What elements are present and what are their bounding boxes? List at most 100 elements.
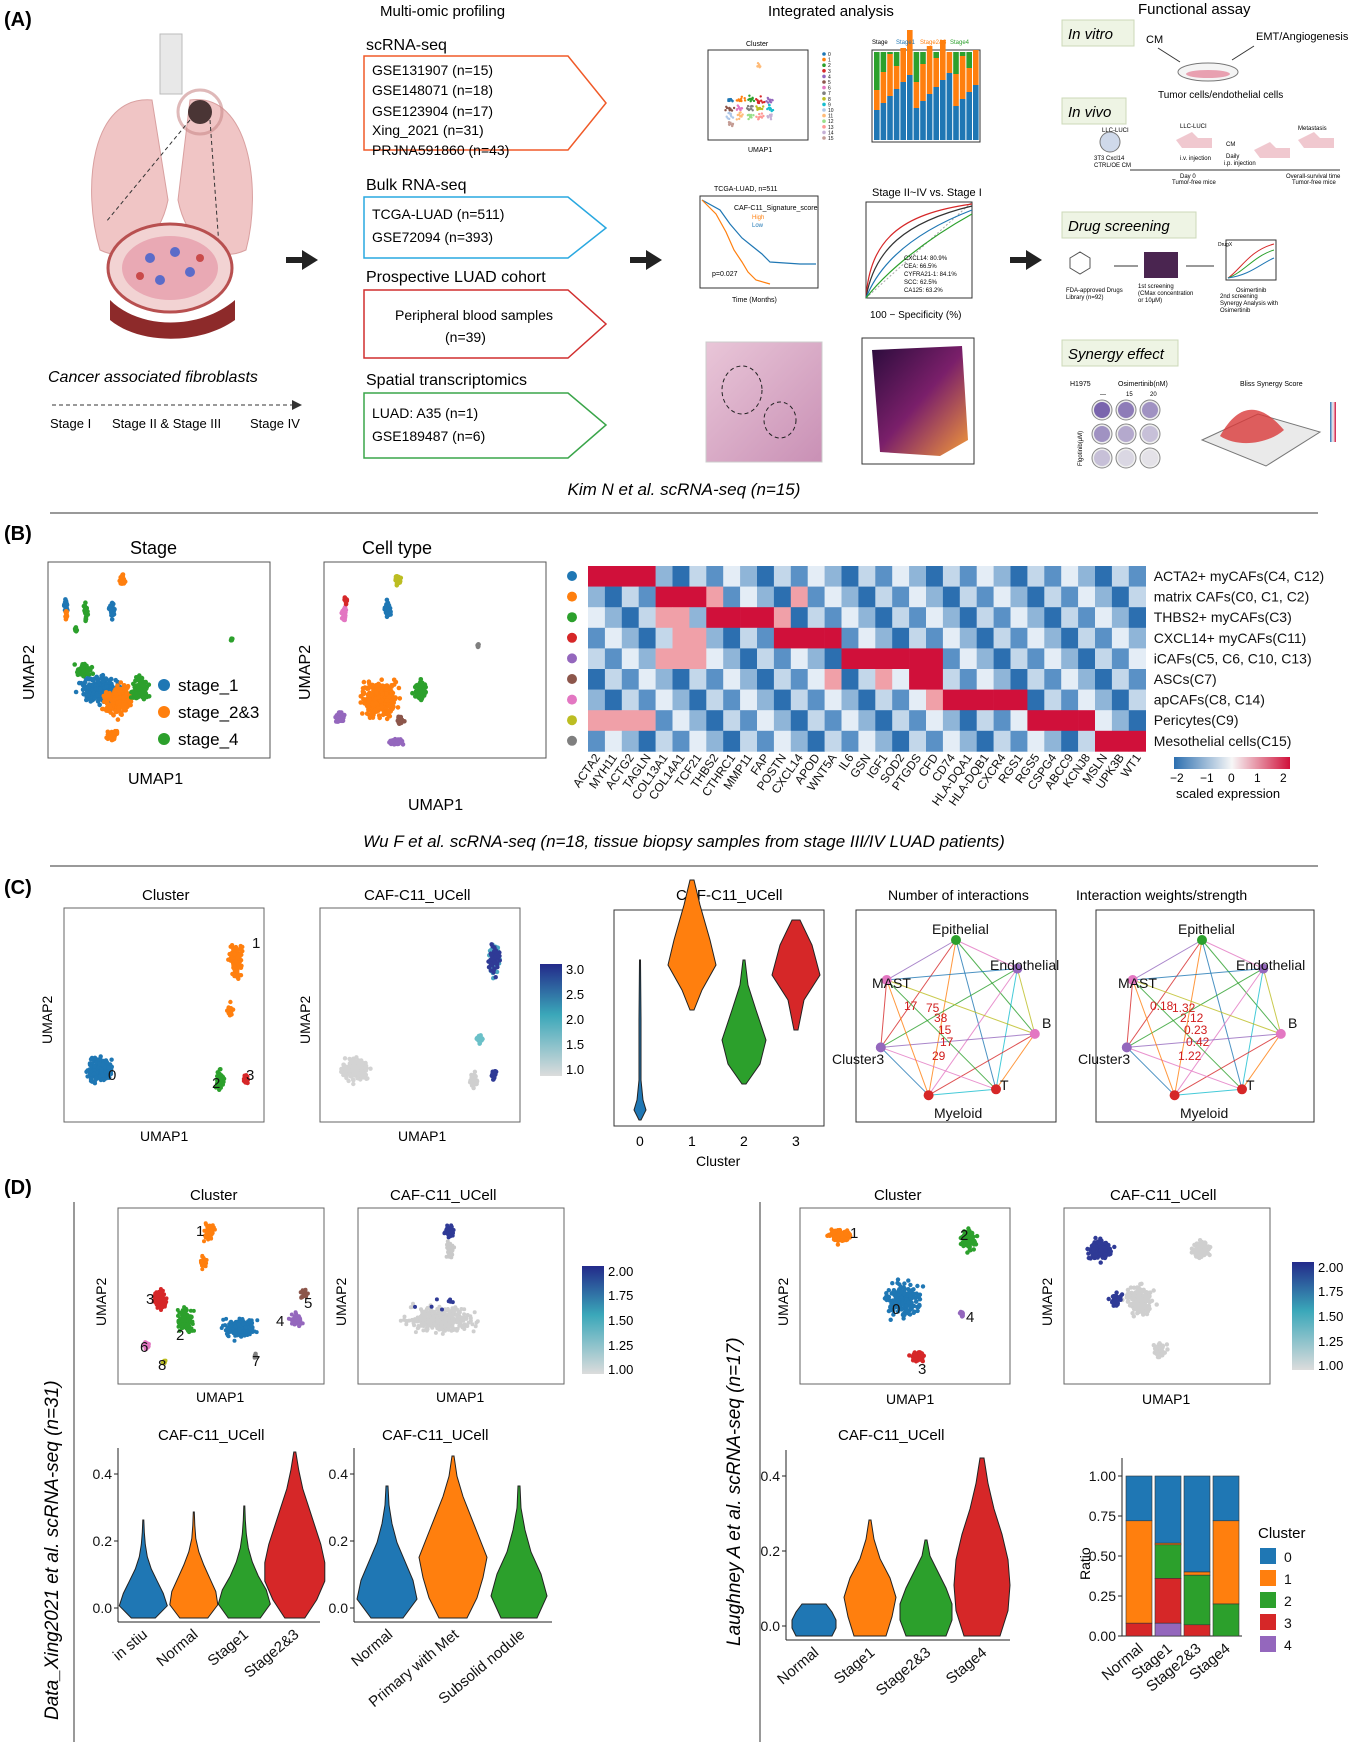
integrated-umap-point — [735, 118, 738, 121]
celltype-point — [397, 696, 403, 701]
d1-ucell-point — [421, 1328, 426, 1333]
d1-ucell-point — [446, 1241, 451, 1246]
heatmap-cell — [757, 566, 775, 587]
d1-cluster-point — [247, 1332, 252, 1337]
integrated-umap-point — [730, 109, 733, 112]
synergy-well-stain — [1118, 426, 1134, 442]
heatmap-cell — [909, 730, 927, 752]
integrated-legend-dot — [822, 52, 826, 56]
heatmap-cell — [1111, 710, 1130, 732]
heatmap-cell — [706, 607, 724, 629]
integrated-legend-label: 8 — [828, 97, 831, 103]
heatmap-cell — [638, 586, 656, 608]
integrated-umap-point — [770, 98, 774, 102]
heatmap-cell — [689, 669, 707, 690]
heatmap-cell — [824, 586, 842, 608]
integrated-km-plot: TCGA-LUAD, n=511 CAF-C11_Signature_score… — [699, 186, 819, 304]
heatmap-cell — [858, 669, 876, 690]
heatmap-cell — [909, 669, 927, 690]
integrated-umap-point — [739, 115, 742, 118]
integrated-umap-point — [758, 64, 761, 68]
d2-cluster-point — [974, 1233, 980, 1239]
d1-cluster-point — [209, 1229, 214, 1234]
d1-ucell-title: CAF-C11_UCell — [390, 1187, 496, 1204]
heatmap-cell — [706, 566, 724, 587]
c-ucell-point — [356, 1064, 361, 1069]
heatmap-cell — [1095, 689, 1113, 711]
d1-cluster-label: 8 — [158, 1357, 166, 1374]
heatmap-cell — [807, 669, 825, 690]
d1-cluster-point — [292, 1321, 297, 1326]
c-ucell-point — [364, 1076, 369, 1082]
synergy-well — [1115, 423, 1137, 445]
section-multiomic: Multi-omic profiling — [380, 3, 505, 20]
integrated-legend-dot — [822, 63, 826, 67]
d2-cluster-point — [826, 1232, 831, 1238]
heatmap-cell — [1061, 566, 1079, 587]
heatmap-cell — [1027, 710, 1045, 732]
integrated-legend-label: 14 — [828, 130, 834, 136]
integrated-bar-seg — [933, 87, 939, 140]
d2-ucell-point — [1106, 1242, 1111, 1248]
d1-cluster-point — [248, 1327, 253, 1332]
d1-cluster-point — [188, 1318, 193, 1323]
heatmap-cell — [976, 689, 994, 711]
heatmap-cell — [1128, 689, 1146, 711]
stage-point — [81, 691, 86, 697]
celltype-point — [341, 617, 347, 622]
c-cluster-point — [230, 1007, 236, 1012]
stage-i-label: Stage I — [50, 416, 91, 431]
heatmap-cell — [841, 566, 859, 587]
heatmap-cell — [892, 627, 910, 649]
heatmap-cell — [588, 586, 606, 608]
scrna-item-2: GSE148071 (n=18) — [372, 82, 493, 98]
heatmap-cell — [723, 586, 741, 608]
integrated-legend-dot — [822, 108, 826, 112]
d2-cluster-point — [913, 1299, 919, 1304]
stage-point — [90, 671, 96, 676]
synergy-well-stain — [1094, 450, 1110, 466]
stage-point — [117, 695, 123, 700]
heatmap-cell — [1128, 586, 1146, 608]
celltype-point — [360, 686, 366, 691]
heatmap-cell — [993, 566, 1011, 587]
stage-point — [139, 682, 145, 688]
c-violin-xlab: Cluster — [696, 1153, 741, 1169]
c-cluster-point — [100, 1062, 105, 1068]
heatmap-cell — [993, 586, 1011, 608]
celltype-point — [376, 695, 382, 700]
network-node — [923, 1090, 934, 1101]
c-cluster-point — [99, 1067, 104, 1072]
d1-cluster-point — [182, 1318, 187, 1323]
heatmap-cell — [621, 607, 639, 629]
celltype-point — [367, 681, 372, 686]
integrated-legend-dot — [822, 119, 826, 123]
heatmap-cell — [773, 607, 792, 629]
heatmap-cell — [638, 730, 656, 752]
d1-ucell-point — [426, 1316, 430, 1321]
heatmap-row-label: Pericytes(C9) — [1154, 712, 1239, 728]
heatmap-cell — [689, 710, 707, 732]
d1-ucell-xlab: UMAP1 — [436, 1389, 484, 1405]
d1-ucell-point — [458, 1320, 463, 1325]
b-stage-xlab: UMAP1 — [128, 771, 183, 788]
stage-point — [73, 689, 79, 695]
d1-ucell-point — [449, 1228, 454, 1233]
integrated-umap-point — [769, 101, 773, 104]
integrated-umap-point — [752, 114, 755, 117]
d2-cluster-point — [968, 1232, 973, 1237]
integrated-umap-point — [731, 124, 734, 128]
celltype-point — [374, 690, 380, 696]
heatmap-cell — [723, 710, 741, 732]
heatmap-cell — [740, 627, 758, 649]
celltype-point — [343, 599, 349, 604]
c-cluster-point — [109, 1057, 114, 1062]
stage-point — [112, 697, 117, 702]
heatmap-cell — [824, 710, 842, 732]
integrated-umap-point — [766, 116, 770, 119]
heatmap-cell — [689, 689, 707, 711]
heatmap-cell — [993, 689, 1011, 711]
integrated-bar-seg — [920, 52, 926, 64]
heatmap-cell — [993, 669, 1011, 690]
d1-cluster-point — [153, 1297, 158, 1302]
